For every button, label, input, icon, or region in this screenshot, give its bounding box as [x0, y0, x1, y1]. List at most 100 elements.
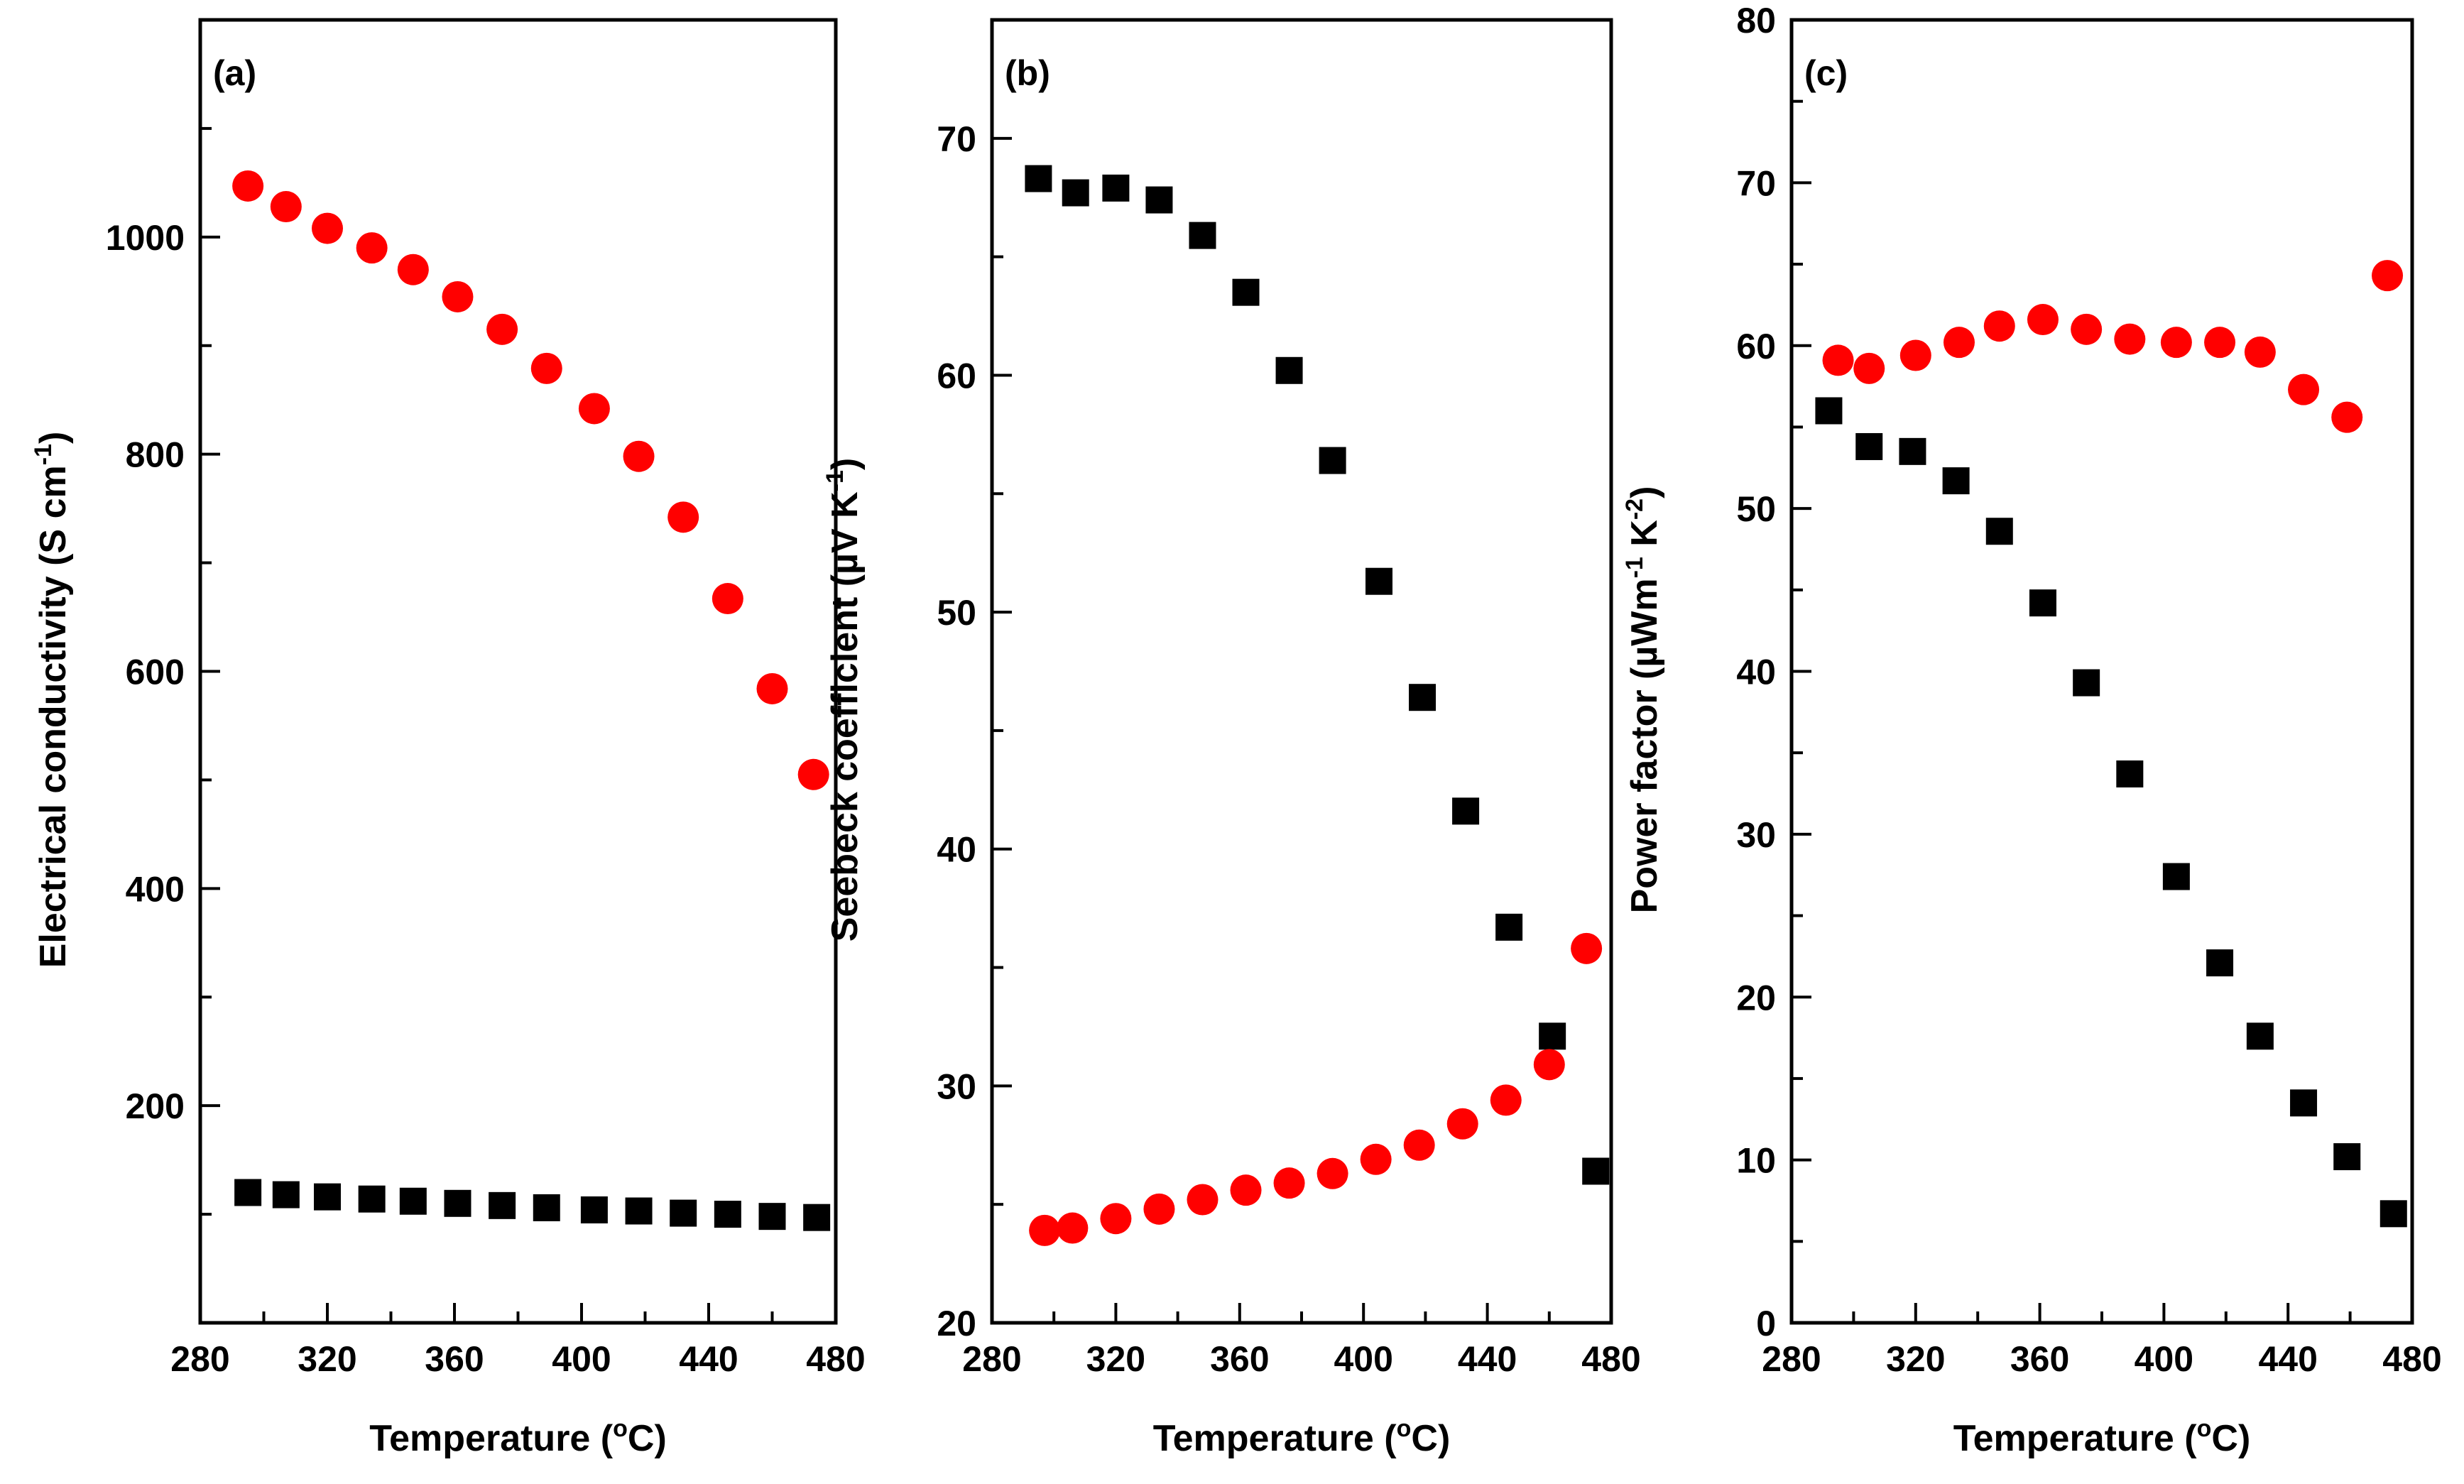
data-point-sample-2-b [1539, 1022, 1566, 1050]
y-axis-title-c: Power factor (µWm-1 K-2) [1621, 486, 1665, 914]
data-point-sample-1-b [1143, 1193, 1175, 1225]
data-point-sample-1-a [756, 672, 788, 704]
x-tick-label-a: 400 [552, 1339, 611, 1379]
y-tick-label-c: 30 [1736, 815, 1776, 855]
data-point-sample-1-c [2204, 327, 2236, 359]
x-tick-label-b: 440 [1458, 1339, 1517, 1379]
data-point-sample-1-c [2244, 336, 2276, 368]
data-point-sample-2-a [489, 1191, 516, 1219]
data-point-sample-1-a [712, 583, 743, 615]
data-point-sample-1-c [1899, 339, 1931, 371]
x-tick-label-b: 400 [1334, 1339, 1392, 1379]
data-point-sample-2-c [2116, 760, 2144, 788]
data-point-sample-1-a [270, 191, 302, 223]
data-point-sample-1-c [2027, 304, 2059, 336]
y-tick-label-a: 1000 [106, 218, 185, 258]
panel-b: 280 320 360 400 440 480 20 30 40 50 60 70 (b) Tempera… [822, 18, 1641, 1459]
x-tick-label-a: 320 [298, 1339, 356, 1379]
data-point-sample-2-b [1582, 1157, 1610, 1185]
y-tick-label-c: 50 [1736, 489, 1776, 529]
data-point-sample-1-a [667, 501, 699, 533]
data-point-sample-1-c [2288, 373, 2320, 405]
x-tick-label-b: 360 [1210, 1339, 1269, 1379]
y-tick-label-a: 400 [126, 869, 185, 909]
x-tick-label-c: 280 [1762, 1339, 1821, 1379]
x-tick-label-a: 360 [425, 1339, 484, 1379]
data-point-sample-1-b [1100, 1203, 1132, 1235]
data-point-sample-2-c [2206, 949, 2234, 977]
x-tick-label-b: 480 [1581, 1339, 1640, 1379]
data-point-sample-1-a [578, 393, 610, 425]
data-point-sample-2-a [580, 1196, 608, 1223]
data-point-sample-1-a [312, 212, 343, 244]
data-point-sample-1-b [1533, 1049, 1565, 1081]
y-tick-label-b: 60 [937, 356, 976, 395]
x-tick-label-c: 480 [2382, 1339, 2441, 1379]
y-tick-label-c: 40 [1736, 653, 1776, 692]
data-point-sample-2-c [1815, 397, 1843, 425]
y-tick-label-c: 20 [1736, 978, 1776, 1017]
data-point-sample-1-b [1029, 1214, 1061, 1246]
data-point-sample-2-c [2246, 1022, 2274, 1050]
data-point-sample-1-a [486, 313, 518, 345]
data-point-sample-1-a [356, 232, 388, 264]
data-point-sample-2-a [803, 1204, 831, 1231]
data-point-sample-2-c [1855, 432, 1883, 460]
data-point-sample-1-c [1853, 352, 1885, 384]
x-axis-title-c: Temperature (oC) [1953, 1415, 2251, 1459]
panel-c: 280 320 360 400 440 480 0 10 20 30 40 50 60 70 80 (c) Te… [1621, 1, 2442, 1459]
y-tick-label-b: 30 [937, 1066, 976, 1106]
panel-label-a: (a) [213, 53, 256, 93]
data-point-sample-1-c [2114, 323, 2146, 355]
data-point-sample-1-b [1317, 1157, 1348, 1189]
data-point-sample-1-b [1273, 1167, 1305, 1199]
data-point-sample-2-a [714, 1201, 741, 1228]
data-point-sample-2-c [1985, 518, 2013, 545]
y-axis-title-a: Electrical conductivity (S cm-1) [30, 432, 74, 969]
data-point-sample-1-c [2331, 401, 2363, 433]
data-point-sample-2-c [2379, 1200, 2407, 1228]
x-tick-label-c: 440 [2258, 1339, 2317, 1379]
data-point-sample-1-c [2071, 313, 2103, 345]
y-tick-label-c: 80 [1736, 1, 1776, 40]
data-point-sample-2-b [1495, 913, 1523, 941]
data-point-sample-1-a [397, 253, 429, 285]
data-point-sample-1-a [442, 280, 474, 312]
data-point-sample-1-c [1822, 344, 1854, 376]
x-tick-label-a: 280 [170, 1339, 229, 1379]
y-tick-label-a: 200 [126, 1086, 185, 1126]
data-point-sample-1-c [2372, 260, 2404, 292]
y-tick-label-b: 50 [937, 593, 976, 633]
data-point-sample-1-b [1403, 1129, 1435, 1161]
data-point-sample-2-a [314, 1183, 341, 1211]
data-point-sample-2-c [2162, 863, 2190, 890]
data-point-sample-2-c [2333, 1143, 2361, 1171]
data-point-sample-1-b [1571, 932, 1603, 964]
data-point-sample-1-b [1446, 1108, 1478, 1140]
y-tick-label-b: 70 [937, 119, 976, 159]
data-point-sample-2-a [272, 1181, 300, 1209]
x-tick-label-c: 360 [2010, 1339, 2069, 1379]
data-point-sample-2-b [1319, 447, 1346, 474]
data-point-sample-1-a [797, 758, 829, 790]
data-point-sample-2-a [399, 1187, 427, 1215]
y-tick-label-b: 40 [937, 830, 976, 870]
x-tick-label-b: 320 [1086, 1339, 1145, 1379]
data-point-sample-2-b [1365, 567, 1392, 595]
y-tick-label-a: 800 [126, 435, 185, 475]
y-tick-label-b: 20 [937, 1304, 976, 1343]
y-tick-label-c: 70 [1736, 163, 1776, 203]
data-point-sample-2-b [1409, 684, 1437, 711]
data-point-sample-1-a [530, 352, 562, 384]
data-point-sample-1-b [1230, 1174, 1262, 1206]
data-point-sample-2-a [758, 1203, 786, 1231]
data-point-sample-2-b [1275, 356, 1303, 384]
data-point-sample-1-b [1360, 1143, 1392, 1175]
data-point-sample-2-b [1025, 165, 1052, 192]
data-point-sample-2-a [234, 1179, 262, 1206]
data-point-sample-2-b [1062, 179, 1089, 207]
data-point-sample-2-b [1452, 797, 1480, 825]
data-point-sample-2-b [1189, 222, 1216, 249]
x-axis-title-a: Temperature (oC) [369, 1415, 667, 1459]
data-point-sample-1-b [1490, 1084, 1522, 1116]
